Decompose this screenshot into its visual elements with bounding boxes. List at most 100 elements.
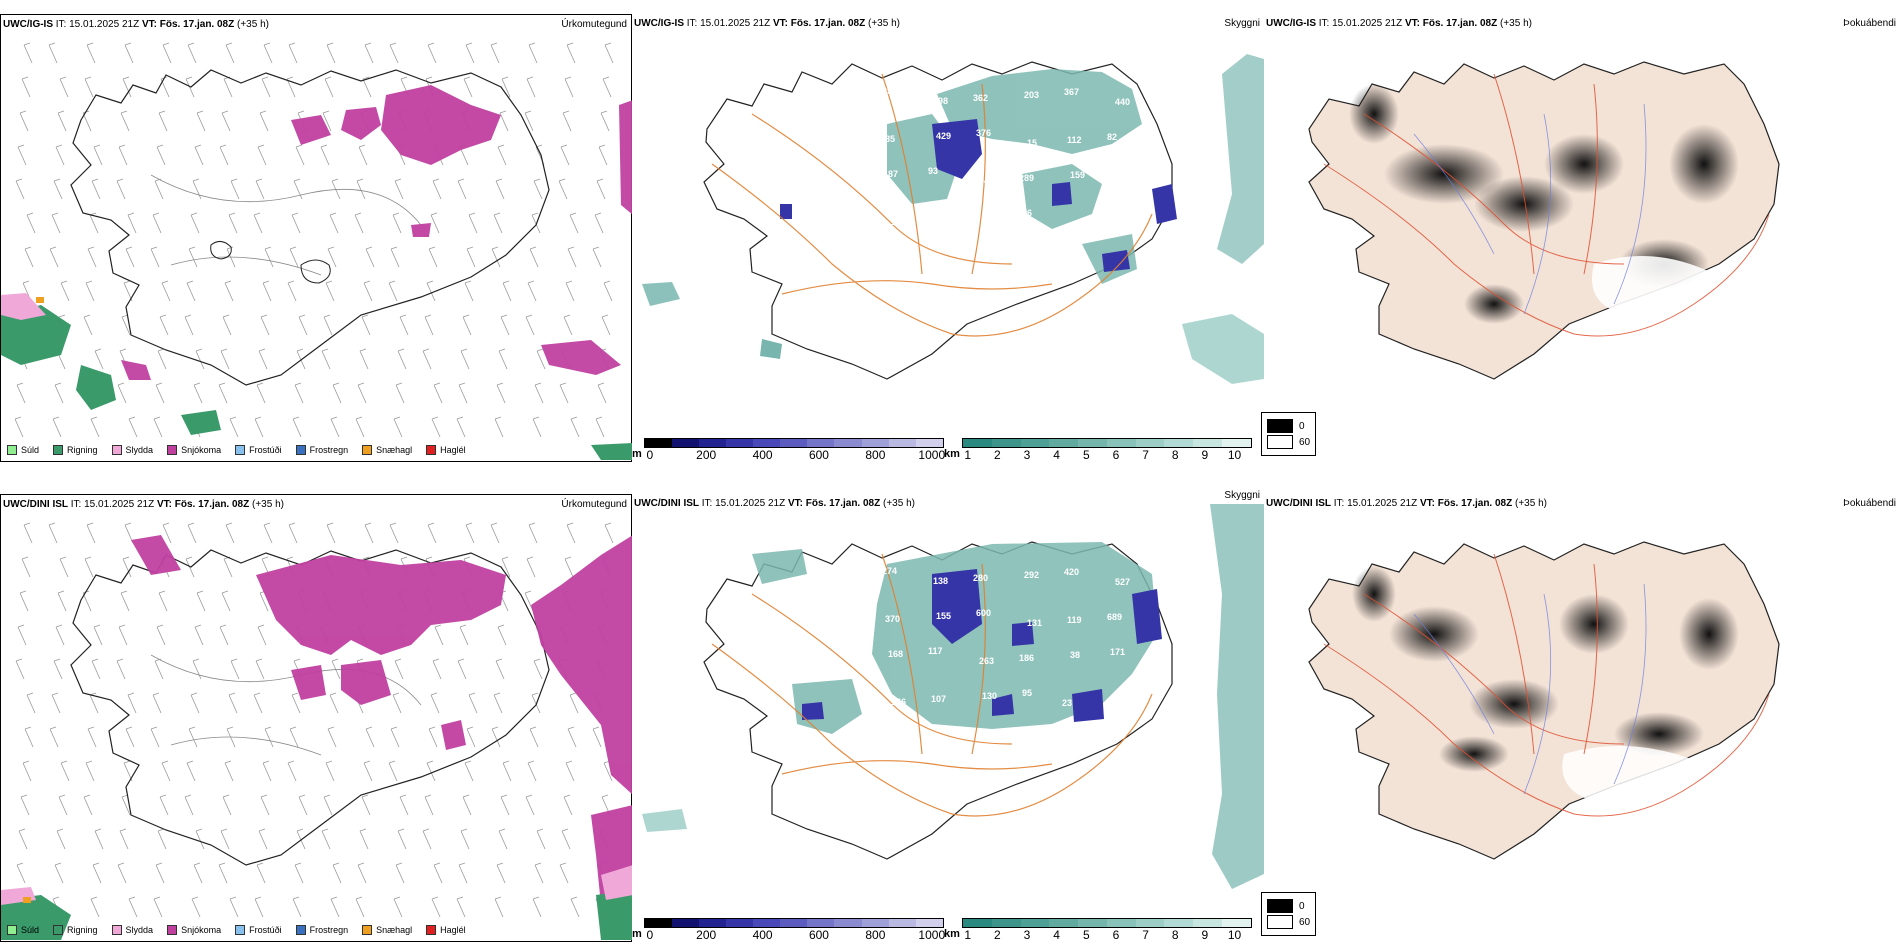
wind-barb [156, 144, 166, 166]
wind-barb [424, 794, 434, 816]
wind-barb [150, 246, 160, 268]
precip-legend-label: Rigning [67, 445, 98, 455]
wind-barb [462, 314, 472, 336]
wind-barb [16, 382, 26, 404]
wind-barb [56, 828, 66, 850]
wind-barb [229, 896, 239, 918]
wind-barb [119, 828, 129, 850]
wind-barb [87, 246, 97, 268]
wind-barb [604, 522, 614, 544]
colorbar-cell [962, 439, 992, 447]
wind-barb [534, 862, 544, 884]
wind-barb [358, 144, 368, 166]
wind-barb [500, 314, 510, 336]
wind-barb [94, 348, 104, 370]
fog-legend-60: 60 [1299, 916, 1311, 928]
wind-barb [152, 212, 162, 234]
it-value: 15.01.2025 21Z [700, 18, 771, 29]
precip-legend-label: Snæhagl [376, 445, 413, 455]
wind-barb [493, 212, 503, 234]
wind-barb [18, 828, 28, 850]
wind-barb [332, 382, 342, 404]
wind-barb [255, 178, 265, 200]
wind-barb [292, 416, 302, 438]
colorbar-tick: 3 [1023, 448, 1031, 462]
colorbar-tick: 7 [1142, 928, 1149, 942]
wind-barb [289, 246, 299, 268]
wind-barb [60, 760, 70, 782]
wind-barb [289, 726, 299, 748]
wind-barb [327, 726, 337, 748]
colorbar-cell [1135, 919, 1165, 927]
precip-legend-item: Snjókoma [167, 445, 221, 455]
wind-barb [399, 794, 409, 816]
wind-barb [567, 726, 577, 748]
wind-barb [288, 42, 298, 64]
precip-legend-label: Snjókoma [181, 445, 222, 455]
ceiling-label: 38 [1070, 650, 1080, 660]
ceiling-label: 263 [979, 656, 994, 666]
wind-barb [427, 522, 437, 544]
wind-barb [49, 726, 59, 748]
wind-barb [527, 280, 537, 302]
wind-barb [595, 416, 605, 438]
ceiling-label: 168 [888, 649, 903, 659]
wind-barb [490, 42, 500, 64]
wind-barb [502, 760, 512, 782]
it-value: 15.01.2025 21Z [715, 498, 786, 509]
lead-time: (+35 h) [252, 499, 284, 510]
vt-value: Fös. 17.jan. 08Z [790, 18, 866, 29]
wind-barb [532, 416, 542, 438]
wind-barb [528, 42, 538, 64]
ceiling-label: 155 [936, 611, 951, 621]
wind-barb [220, 348, 230, 370]
wind-barb [564, 556, 574, 578]
wind-barb [494, 416, 504, 438]
wind-barb [432, 178, 442, 200]
wind-barb [53, 658, 63, 680]
precip-legend-item: Slydda [111, 445, 153, 455]
wind-barb [527, 760, 537, 782]
colorbar-tick: 2 [994, 928, 1001, 942]
fog-panel-row1: UWC/IG-IS IT: 15.01.2025 21Z VT: Fös. 17… [1261, 14, 1900, 462]
wind-barb [493, 692, 503, 714]
vt-label: VT: [156, 499, 172, 510]
wind-barb [497, 144, 507, 166]
colorbar-tick: 800 [865, 448, 886, 462]
wind-barb [228, 212, 238, 234]
precip-legend-label: Haglél [440, 925, 466, 935]
ceiling-label: 376 [976, 128, 991, 138]
wind-barb [26, 212, 36, 234]
ceiling-label: 82 [1107, 132, 1117, 142]
colorbar-cell [962, 919, 992, 927]
wind-barb [422, 828, 432, 850]
wind-barb [86, 42, 96, 64]
wind-barb [26, 692, 36, 714]
wind-barb [495, 178, 505, 200]
wind-barb [462, 794, 472, 816]
colorbar-cell [671, 919, 699, 927]
precip-legend-label: Slydda [125, 925, 154, 935]
wind-barb [496, 382, 506, 404]
precip-legend-row2: Súld Rigning Slydda Snjókoma Frostúði Frostre… [7, 925, 480, 935]
wind-barb [526, 556, 536, 578]
wind-barb [601, 314, 611, 336]
precip-legend-item: Snæhagl [362, 925, 412, 935]
wind-barb [192, 658, 202, 680]
wind-barb [116, 658, 126, 680]
colorbar-cell [888, 439, 916, 447]
wind-barb [330, 896, 340, 918]
ceiling-label: 117 [928, 646, 943, 656]
wind-barb [59, 556, 69, 578]
colorbar-cell [1020, 919, 1050, 927]
it-value: 15.01.2025 21Z [84, 499, 155, 510]
precip-type-label-row1: Úrkomutegund [561, 19, 627, 30]
ceiling-visibility-panel-row2: 274 138 280 292 420 527 370 155 600 131 119 689 168 1… [632, 490, 1264, 942]
wind-barb [296, 828, 306, 850]
colorbar-tick: 2 [994, 448, 1001, 462]
wind-barb [186, 280, 196, 302]
wind-barb [14, 416, 24, 438]
wind-barb [529, 246, 539, 268]
wind-barb [194, 144, 204, 166]
wind-barb [55, 144, 65, 166]
